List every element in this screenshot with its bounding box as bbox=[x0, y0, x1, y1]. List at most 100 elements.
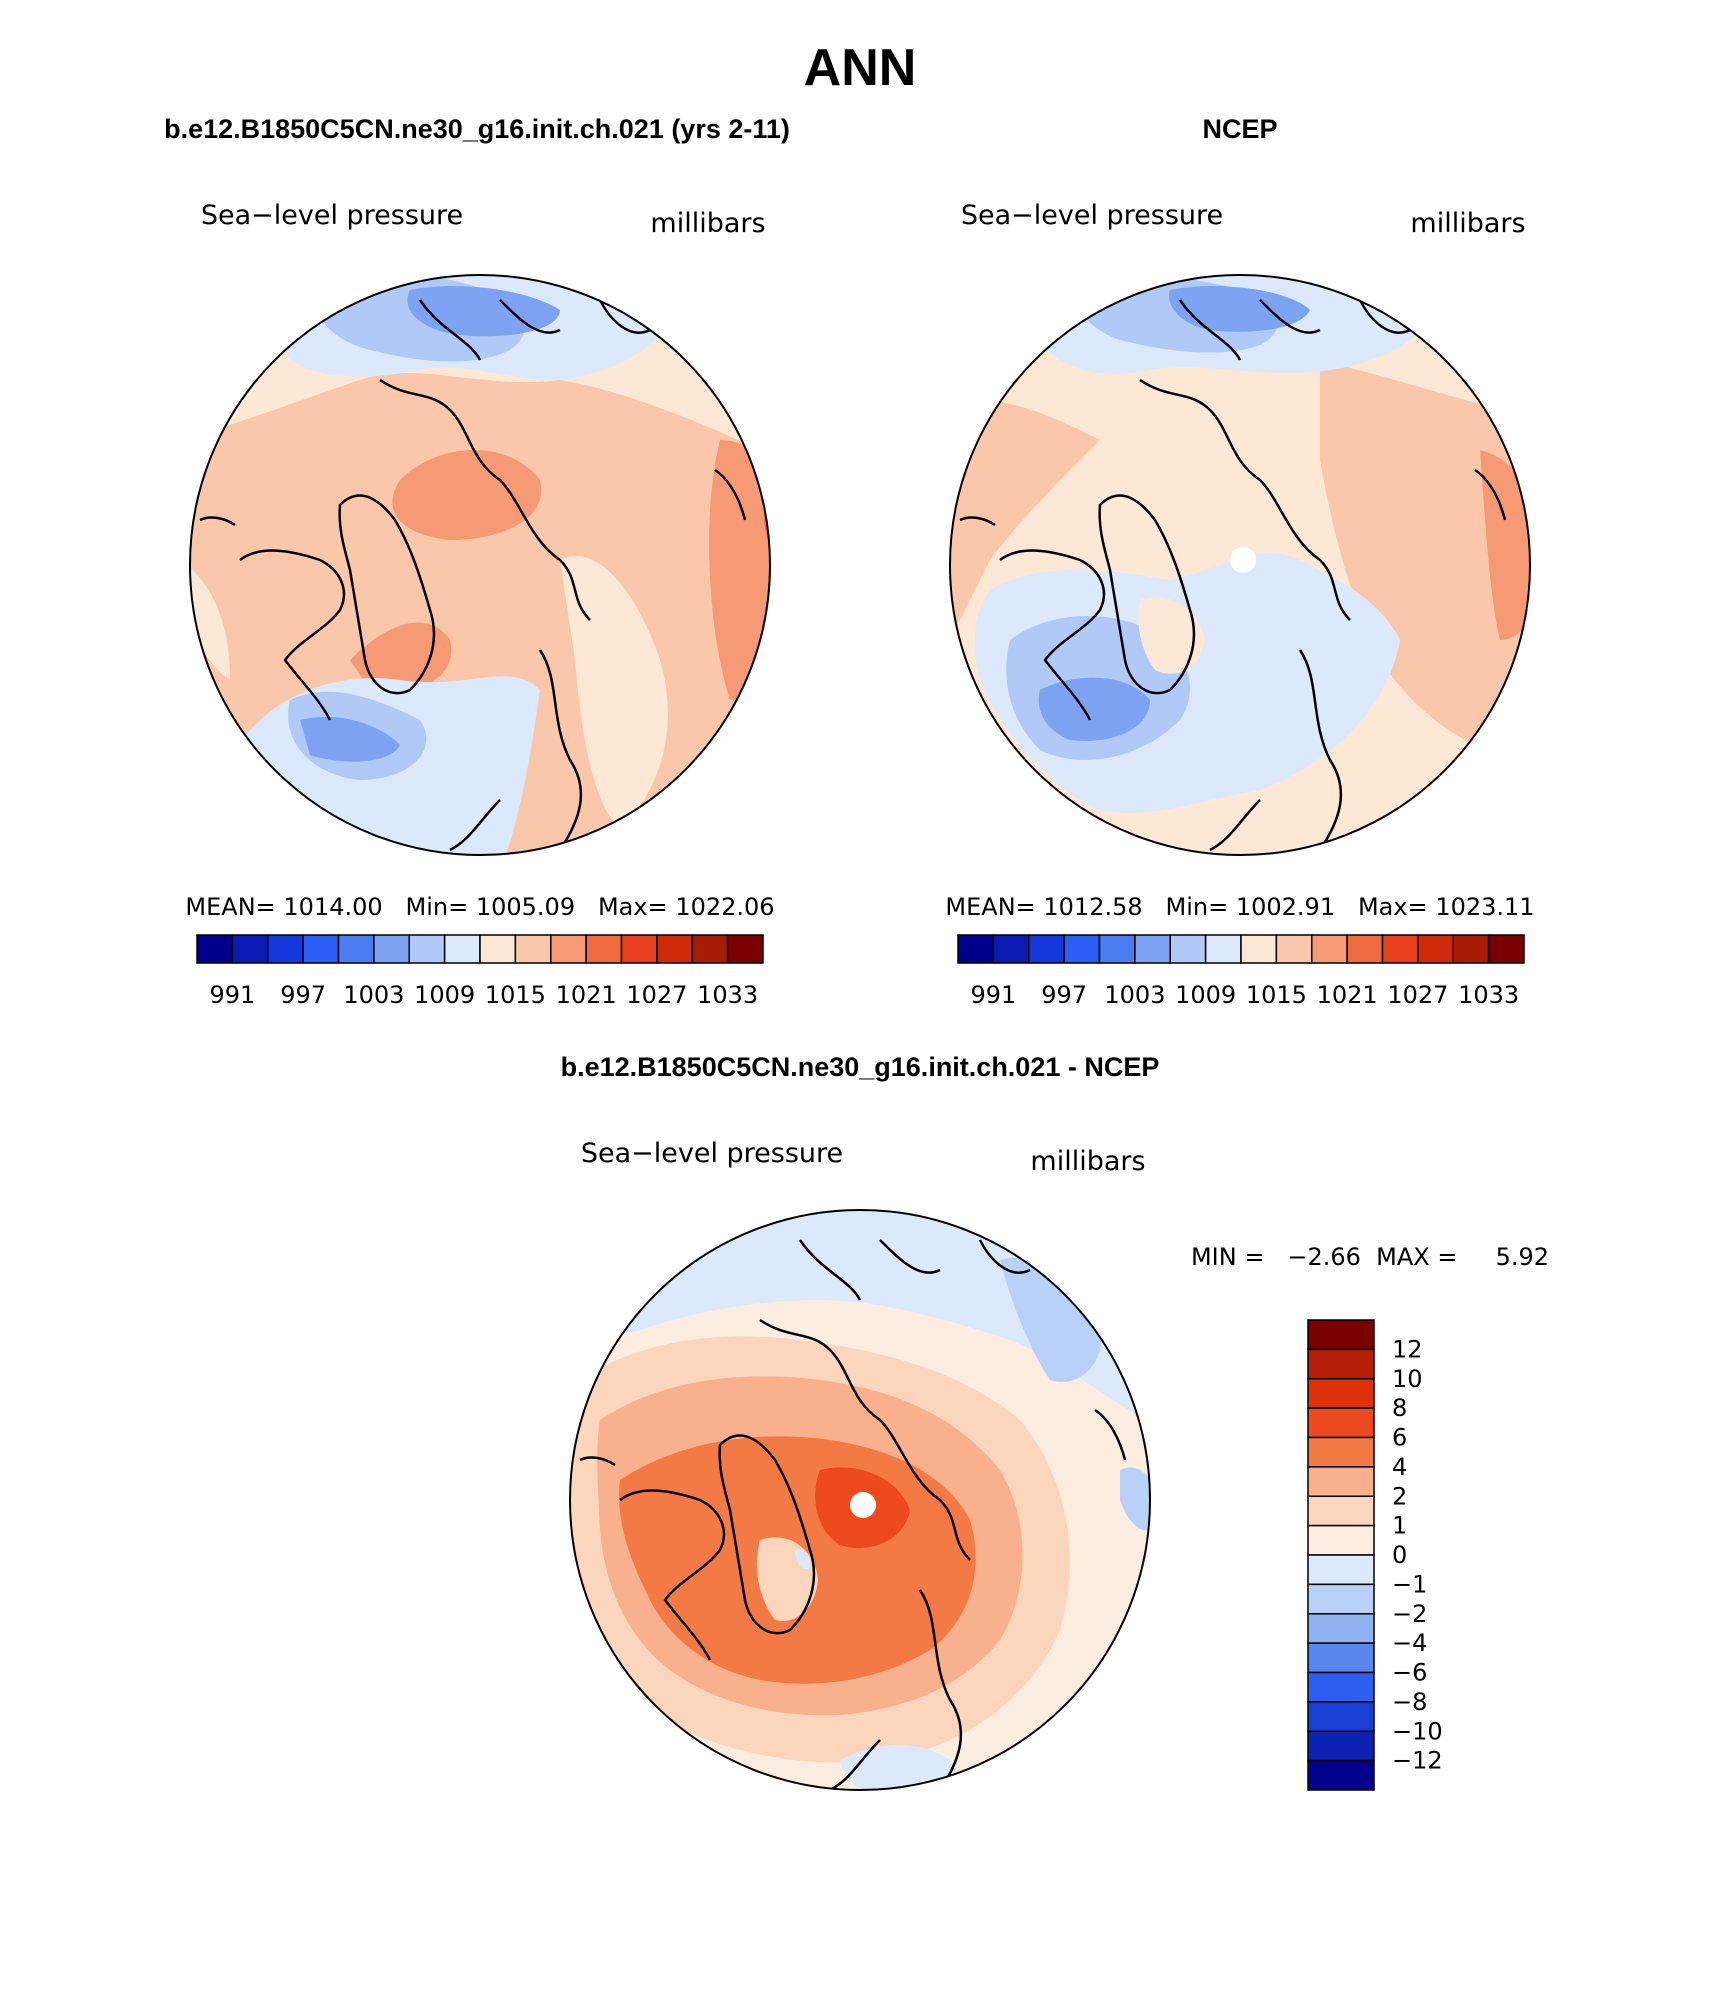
colorbar-swatch bbox=[231, 934, 269, 964]
colorbar-swatch bbox=[620, 934, 658, 964]
colorbar-swatch bbox=[1028, 934, 1065, 964]
contour-region bbox=[1169, 286, 1310, 332]
panel-ncep-colorbar bbox=[957, 934, 1525, 964]
panel-model-stats: MEAN= 1014.00 Min= 1005.09 Max= 1022.06 bbox=[185, 893, 774, 921]
panel-model-units-label: millibars bbox=[650, 208, 765, 239]
colorbar-swatch bbox=[1204, 934, 1242, 964]
colorbar-swatch bbox=[1063, 934, 1101, 964]
colorbar-swatch bbox=[1169, 934, 1207, 964]
panel-ncep-map bbox=[950, 275, 1530, 855]
colorbar-tick-label: 8 bbox=[1392, 1394, 1407, 1422]
coastlines bbox=[579, 1239, 1127, 1790]
colorbar-swatch bbox=[1098, 934, 1136, 964]
colorbar-swatch bbox=[550, 934, 587, 964]
contour-region bbox=[1138, 597, 1205, 674]
colorbar-tick-label: −1 bbox=[1392, 1570, 1427, 1598]
contour-region bbox=[709, 440, 770, 700]
panel-ncep-title: NCEP bbox=[1202, 114, 1277, 144]
coastlines bbox=[959, 299, 1507, 852]
colorbar-swatch bbox=[1134, 934, 1171, 964]
colorbar-swatch bbox=[1275, 934, 1313, 964]
colorbar-tick-label: −8 bbox=[1392, 1688, 1427, 1716]
colorbar-swatch bbox=[302, 934, 340, 964]
colorbar-swatch bbox=[1311, 934, 1348, 964]
colorbar-tick-label: 997 bbox=[1041, 981, 1087, 1009]
colorbar-tick-label: −10 bbox=[1392, 1717, 1443, 1745]
colorbar-swatch bbox=[1452, 934, 1490, 964]
colorbar-tick-label: 6 bbox=[1392, 1424, 1407, 1452]
panel-ncep-stats: MEAN= 1012.58 Min= 1002.91 Max= 1023.11 bbox=[945, 893, 1534, 921]
panel-ncep-variable-label: Sea−level pressure bbox=[961, 200, 1223, 231]
colorbar-swatch bbox=[1307, 1730, 1375, 1762]
map-outline bbox=[569, 1209, 1151, 1791]
map-outline bbox=[949, 274, 1531, 856]
contour-region bbox=[392, 450, 542, 540]
colorbar-swatch bbox=[656, 934, 693, 964]
panel-model-colorbar bbox=[196, 934, 764, 964]
colorbar-swatch bbox=[267, 934, 304, 964]
colorbar-swatch bbox=[373, 934, 410, 964]
colorbar-swatch bbox=[1307, 1701, 1375, 1732]
contour-region bbox=[190, 560, 230, 680]
colorbar-swatch bbox=[1346, 934, 1384, 964]
contour-region bbox=[560, 556, 668, 830]
panel-model-title: b.e12.B1850C5CN.ne30_g16.init.ch.021 (yr… bbox=[164, 114, 790, 144]
panel-model: b.e12.B1850C5CN.ne30_g16.init.ch.021 (yr… bbox=[164, 114, 790, 1009]
colorbar-swatch bbox=[479, 934, 517, 964]
colorbar-swatch bbox=[1307, 1642, 1375, 1674]
panel-model-variable-label: Sea−level pressure bbox=[201, 200, 463, 231]
colorbar-tick-label: −2 bbox=[1392, 1600, 1427, 1628]
colorbar-tick-label: 1015 bbox=[485, 981, 546, 1009]
colorbar-swatch bbox=[585, 934, 623, 964]
panel-difference: b.e12.B1850C5CN.ne30_g16.init.ch.021 - N… bbox=[561, 1052, 1549, 1791]
contour-region bbox=[407, 286, 560, 337]
colorbar-swatch bbox=[1307, 1319, 1375, 1351]
colorbar-swatch bbox=[1307, 1524, 1375, 1556]
colorbar-tick-label: 1033 bbox=[1458, 981, 1519, 1009]
contour-region bbox=[1038, 677, 1150, 741]
colorbar-tick-label: 1003 bbox=[1104, 981, 1165, 1009]
colorbar-tick-label: 1003 bbox=[343, 981, 404, 1009]
colorbar-swatch bbox=[1240, 934, 1278, 964]
colorbar-swatch bbox=[1381, 934, 1419, 964]
colorbar-swatch bbox=[1307, 1495, 1375, 1527]
colorbar-swatch bbox=[726, 934, 764, 964]
colorbar-tick-label: 1009 bbox=[414, 981, 475, 1009]
colorbar-tick-label: 1027 bbox=[626, 981, 687, 1009]
colorbar-tick-label: 1027 bbox=[1387, 981, 1448, 1009]
panel-difference-title: b.e12.B1850C5CN.ne30_g16.init.ch.021 - N… bbox=[561, 1052, 1160, 1082]
panel-ncep-units-label: millibars bbox=[1410, 208, 1525, 239]
colorbar-tick-label: −12 bbox=[1392, 1747, 1443, 1775]
colorbar-swatch bbox=[196, 934, 234, 964]
colorbar-tick-label: 1021 bbox=[556, 981, 617, 1009]
contour-region bbox=[840, 1745, 952, 1790]
panel-model-colorbar-labels: 991 997 1003 1009 1015 1021 1027 1033 bbox=[209, 981, 758, 1009]
colorbar-tick-label: 997 bbox=[280, 981, 326, 1009]
contour-region bbox=[950, 398, 1100, 660]
colorbar-swatch bbox=[992, 934, 1030, 964]
colorbar-swatch bbox=[1307, 1759, 1375, 1791]
colorbar-swatch bbox=[337, 934, 375, 964]
colorbar-swatch bbox=[1487, 934, 1525, 964]
colorbar-swatch bbox=[1307, 1671, 1375, 1703]
colorbar-tick-label: 1033 bbox=[697, 981, 758, 1009]
colorbar-swatch bbox=[957, 934, 995, 964]
colorbar-tick-label: 1009 bbox=[1175, 981, 1236, 1009]
colorbar-tick-label: 1 bbox=[1392, 1512, 1407, 1540]
colorbar-swatch bbox=[1307, 1554, 1375, 1586]
colorbar-tick-label: 12 bbox=[1392, 1335, 1423, 1363]
colorbar-tick-label: 1015 bbox=[1246, 981, 1307, 1009]
panel-model-map bbox=[190, 275, 770, 855]
contour-region bbox=[795, 1549, 811, 1570]
colorbar-swatch bbox=[1307, 1407, 1375, 1439]
colorbar-tick-label: 4 bbox=[1392, 1453, 1407, 1481]
colorbar-swatch bbox=[1307, 1613, 1375, 1644]
colorbar-swatch bbox=[514, 934, 552, 964]
colorbar-swatch bbox=[408, 934, 446, 964]
pole-missing-data bbox=[850, 1492, 876, 1518]
colorbar-tick-label: 2 bbox=[1392, 1482, 1407, 1510]
colorbar-tick-label: −4 bbox=[1392, 1629, 1427, 1657]
contour-region bbox=[1120, 1467, 1150, 1531]
